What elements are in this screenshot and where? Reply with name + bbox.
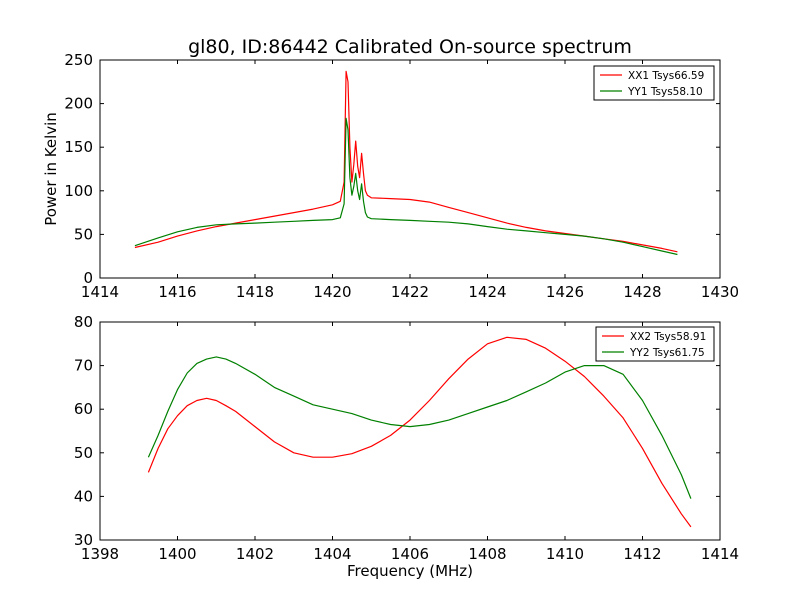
series-line-yy bbox=[134, 117, 678, 256]
x-tick-label: 1412 bbox=[623, 545, 661, 563]
x-tick-label: 1400 bbox=[158, 545, 196, 563]
x-tick-label: 1430 bbox=[701, 283, 739, 301]
x-tick-label: 1408 bbox=[468, 545, 506, 563]
y-tick-label: 150 bbox=[64, 138, 93, 156]
legend-label: YY2 Tsys61.75 bbox=[629, 347, 705, 359]
x-tick-label: 1416 bbox=[158, 283, 196, 301]
legend-label: YY1 Tsys58.10 bbox=[627, 86, 703, 98]
x-tick-label: 1422 bbox=[391, 283, 429, 301]
x-tick-label: 1402 bbox=[236, 545, 274, 563]
series-line-yy bbox=[147, 356, 692, 499]
y-tick-label: 40 bbox=[74, 487, 93, 505]
legend: XX1 Tsys66.59 YY1 Tsys58.10 bbox=[593, 65, 715, 101]
x-tick-label: 1410 bbox=[546, 545, 584, 563]
x-tick-label: 1406 bbox=[391, 545, 429, 563]
x-tick-label: 1418 bbox=[236, 283, 274, 301]
x-tick-label: 1424 bbox=[468, 283, 506, 301]
y-tick-label: 200 bbox=[64, 95, 93, 113]
x-tick-label: 1414 bbox=[81, 283, 119, 301]
y-tick-label: 70 bbox=[74, 357, 93, 375]
x-tick-label: 1414 bbox=[701, 545, 739, 563]
x-axis-label: Frequency (MHz) bbox=[347, 562, 473, 580]
bottom-spectrum-plot: 1398 1400 1402 1404 1406 1408 1410 1412 1414 30 40… bbox=[74, 313, 739, 580]
legend-box bbox=[595, 326, 715, 362]
y-tick-label: 50 bbox=[74, 444, 93, 462]
legend-box bbox=[593, 65, 715, 101]
y-tick-label: 0 bbox=[83, 269, 93, 287]
y-tick-label: 50 bbox=[74, 225, 93, 243]
x-tick-label: 1398 bbox=[81, 545, 119, 563]
y-tick-label: 100 bbox=[64, 182, 93, 200]
x-tick-label: 1428 bbox=[623, 283, 661, 301]
series-line-xx bbox=[147, 336, 692, 528]
y-tick-label: 60 bbox=[74, 400, 93, 418]
legend: XX2 Tsys58.91 YY2 Tsys61.75 bbox=[595, 326, 715, 362]
legend-label: XX1 Tsys66.59 bbox=[628, 70, 704, 82]
x-tick-label: 1426 bbox=[546, 283, 584, 301]
y-tick-label: 30 bbox=[74, 531, 93, 549]
legend-label: XX2 Tsys58.91 bbox=[630, 331, 706, 343]
y-tick-label: 250 bbox=[64, 51, 93, 69]
y-axis-label: Power in Kelvin bbox=[42, 112, 60, 226]
x-tick-label: 1404 bbox=[313, 545, 351, 563]
series-line-xx bbox=[134, 70, 678, 253]
chart-title: gl80, ID:86442 Calibrated On-source spec… bbox=[188, 36, 632, 58]
x-tick-label: 1420 bbox=[313, 283, 351, 301]
y-tick-label: 80 bbox=[74, 313, 93, 331]
top-spectrum-plot: 1414 1416 1418 1420 1422 1424 1426 1428 1430 0 50 1… bbox=[42, 51, 739, 301]
